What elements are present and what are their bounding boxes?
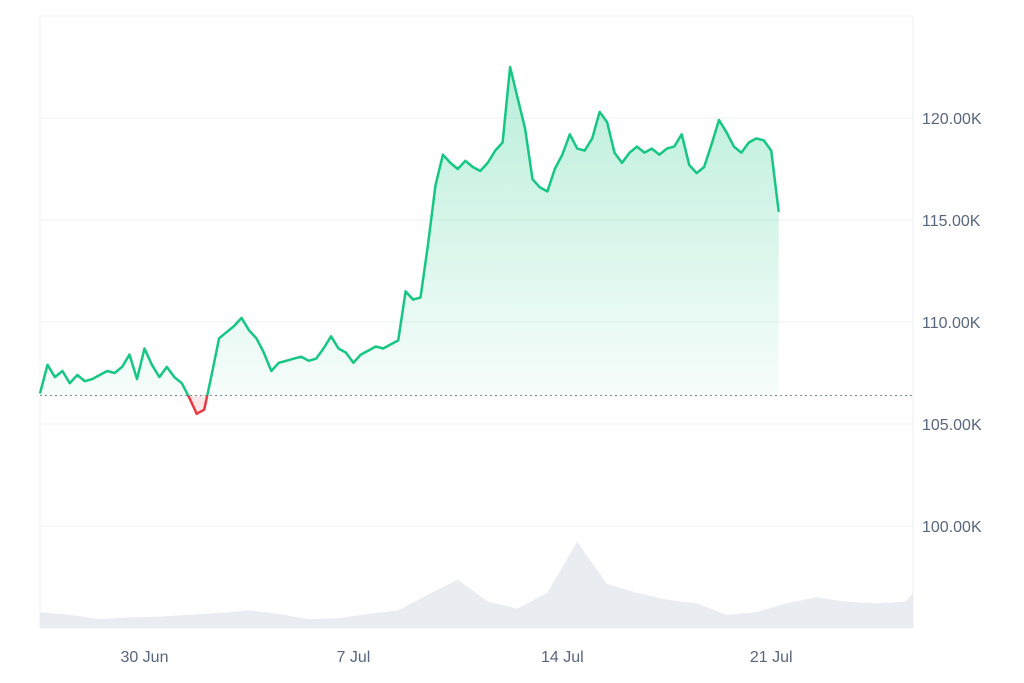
y-tick-label: 110.00K xyxy=(922,315,981,332)
x-tick-label: 21 Jul xyxy=(750,649,793,666)
price-line-up xyxy=(38,65,780,396)
price-line xyxy=(38,65,780,416)
x-tick-label: 14 Jul xyxy=(541,649,584,666)
y-tick-label: 120.00K xyxy=(922,111,982,128)
y-axis-labels: 100.00K 105.00K 110.00K 115.00K 120.00K xyxy=(922,111,982,536)
price-area-fill-down xyxy=(188,395,208,414)
y-tick-label: 105.00K xyxy=(922,417,982,434)
price-area xyxy=(40,67,779,414)
price-area-fill xyxy=(40,67,779,396)
x-tick-label: 7 Jul xyxy=(336,649,370,666)
y-tick-label: 115.00K xyxy=(922,213,981,230)
y-tick-label: 100.00K xyxy=(922,519,982,536)
x-tick-label: 30 Jun xyxy=(120,649,168,666)
x-axis-labels: 30 Jun 7 Jul 14 Jul 21 Jul xyxy=(120,649,792,666)
volume-area xyxy=(40,541,913,628)
volume-bars xyxy=(40,541,913,628)
